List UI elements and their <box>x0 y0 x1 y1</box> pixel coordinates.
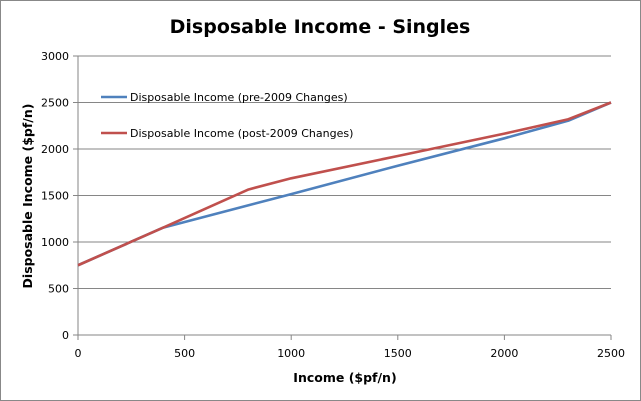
x-tick-label: 0 <box>75 347 82 360</box>
y-tick-label: 3000 <box>41 50 69 63</box>
legend-label: Disposable Income (post-2009 Changes) <box>130 127 353 140</box>
legend-label: Disposable Income (pre-2009 Changes) <box>130 91 348 104</box>
y-tick-label: 0 <box>62 329 69 342</box>
x-tick-label: 1000 <box>277 347 305 360</box>
x-tick-label: 2000 <box>490 347 518 360</box>
y-tick-label: 2500 <box>41 97 69 110</box>
y-tick-label: 500 <box>48 283 69 296</box>
y-tick-label: 2000 <box>41 143 69 156</box>
chart-title: Disposable Income - Singles <box>170 16 471 38</box>
y-tick-label: 1000 <box>41 236 69 249</box>
x-tick-label: 500 <box>174 347 195 360</box>
series-line-1 <box>77 101 612 267</box>
x-axis-label: Income ($pf/n) <box>293 370 396 385</box>
y-axis-label: Disposable Income ($pf/n) <box>20 104 35 289</box>
x-tick-label: 1500 <box>384 347 412 360</box>
x-tick-label: 2500 <box>597 347 625 360</box>
y-tick-label: 1500 <box>41 190 69 203</box>
series-line-0 <box>77 101 612 267</box>
